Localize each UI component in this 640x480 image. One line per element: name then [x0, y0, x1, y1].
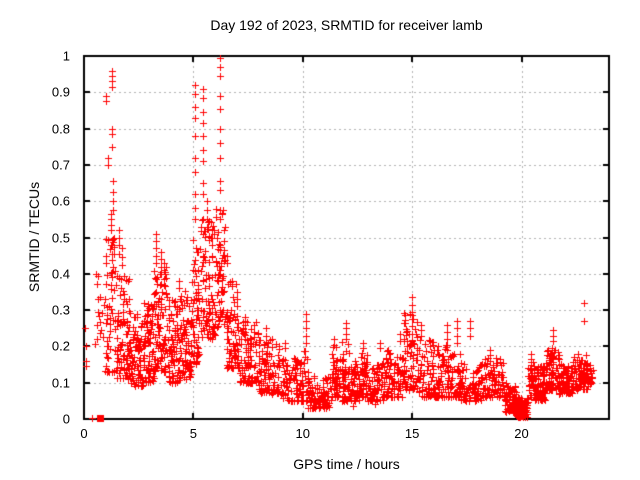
y-tick-label: 0.8 [51, 121, 70, 137]
y-tick-label: 0.5 [51, 230, 70, 245]
y-tick-label: 0.3 [51, 302, 70, 318]
y-tick-label: 0.2 [51, 338, 70, 354]
y-tick-label: 0 [62, 411, 70, 427]
x-tick-label: 0 [80, 426, 88, 441]
y-tick-label: 0.7 [51, 157, 70, 173]
y-tick-label: 0.9 [51, 84, 70, 100]
x-tick-label: 10 [295, 426, 310, 441]
y-tick-label: 1 [62, 48, 70, 64]
y-tick-label: 0.4 [51, 266, 70, 282]
x-axis-label: GPS time / hours [293, 456, 400, 472]
x-tick-label: 20 [514, 426, 529, 441]
x-tick-label: 15 [404, 426, 420, 441]
y-tick-label: 0.6 [51, 193, 70, 209]
x-tick-label: 5 [189, 426, 197, 441]
y-tick-label: 0.1 [51, 375, 70, 391]
chart-title: Day 192 of 2023, SRMTID for receiver lam… [210, 17, 483, 33]
